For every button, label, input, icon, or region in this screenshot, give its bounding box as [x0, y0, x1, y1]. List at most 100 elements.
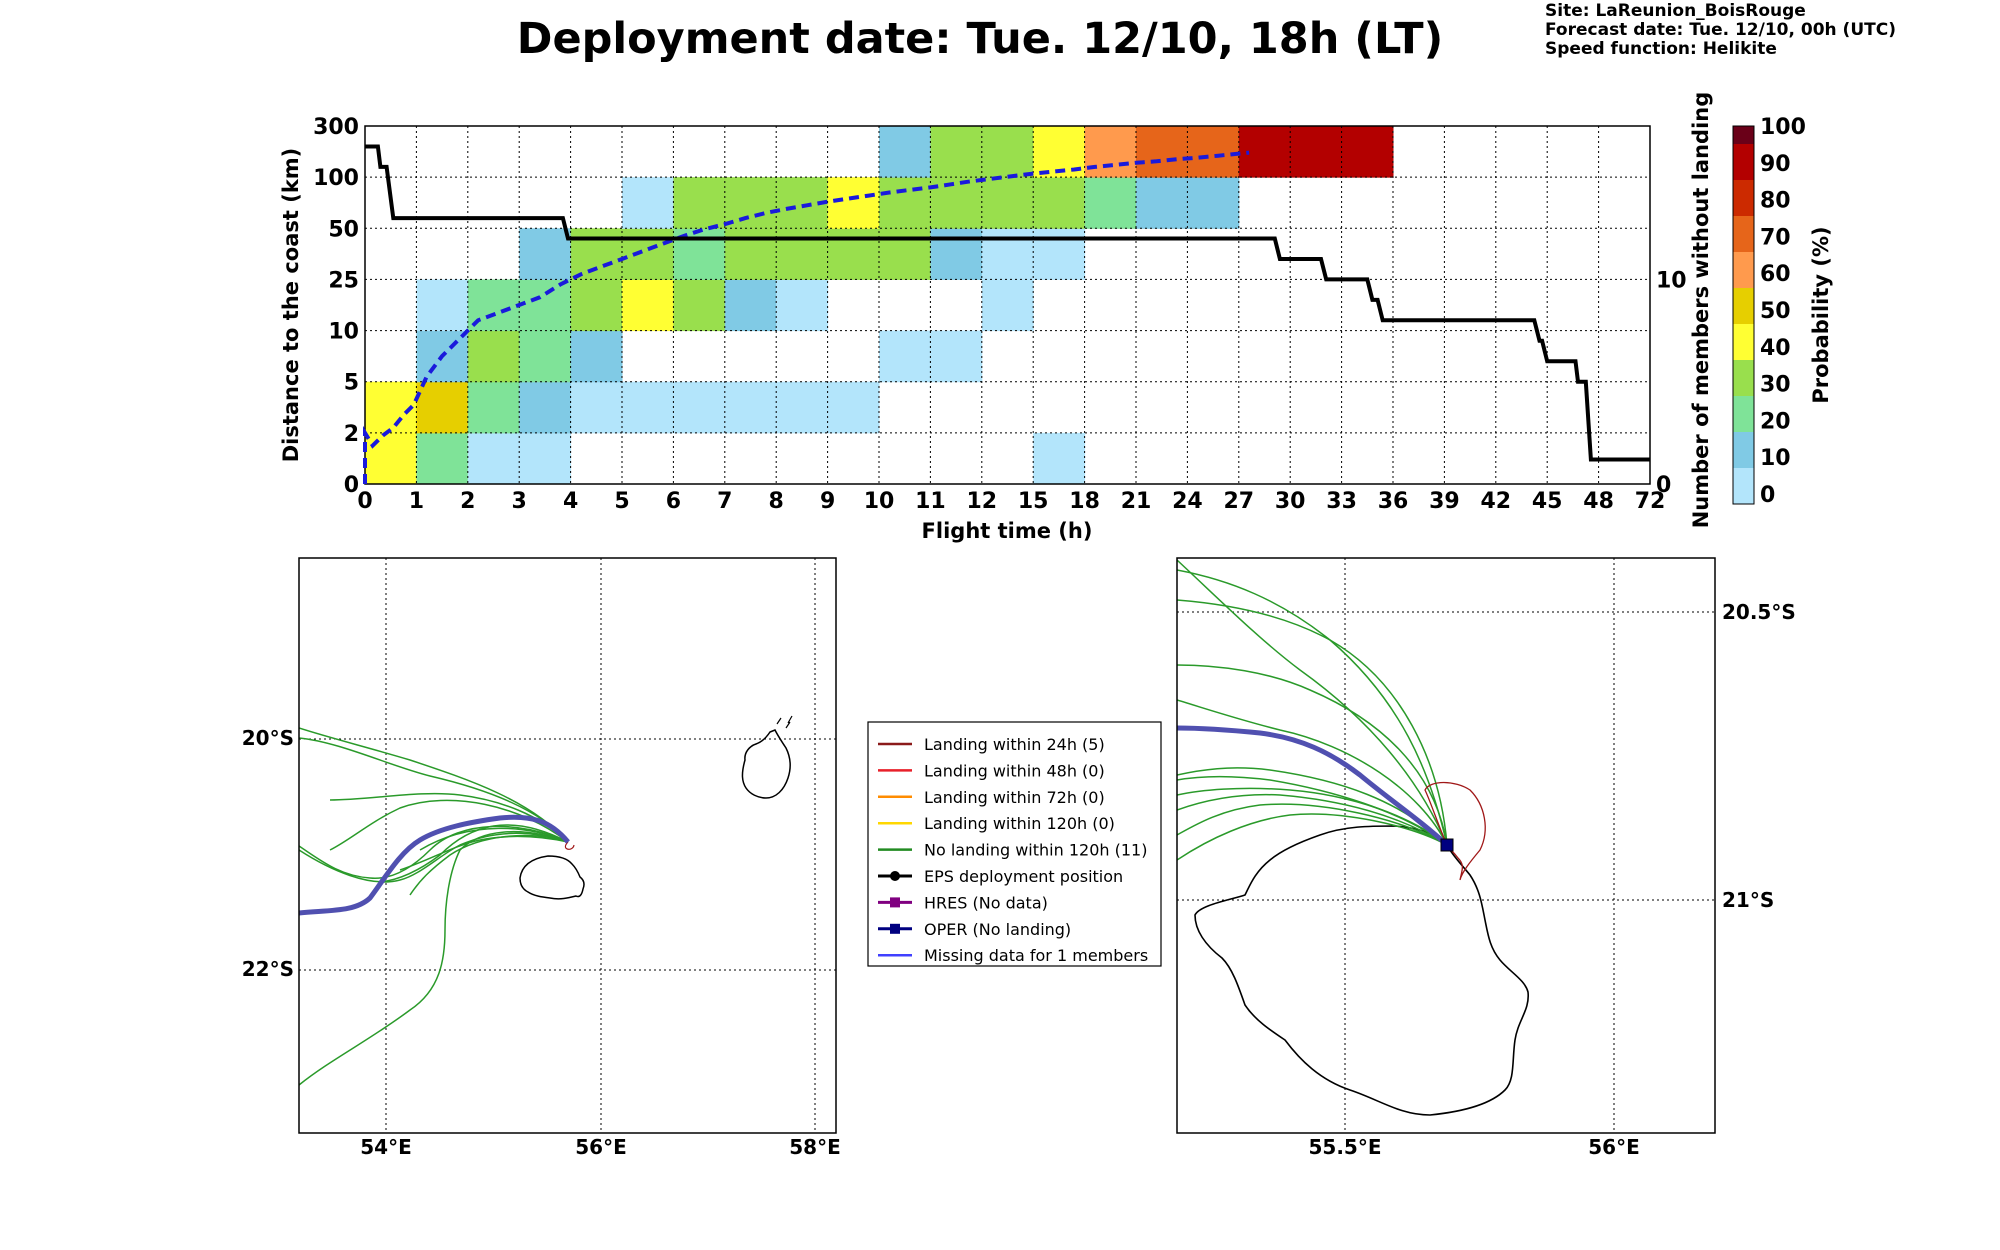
trajectory-8 — [299, 832, 569, 883]
colorbar-tick-label: 100 — [1760, 115, 1806, 140]
colorbar-segment — [1733, 360, 1754, 396]
heatmap-cell — [879, 126, 931, 178]
zoom-map-frame — [1176, 557, 1716, 1134]
x-tick-label: 33 — [1326, 489, 1357, 514]
median-distance-line — [363, 150, 1250, 484]
colorbar-tick-label: 10 — [1760, 446, 1791, 471]
colorbar-tick-label: 30 — [1760, 373, 1791, 398]
colorbar-tick-label: 40 — [1760, 336, 1791, 361]
chart-title: Deployment date: Tue. 12/10, 18h (LT) — [516, 14, 1444, 64]
legend-item: Landing within 48h (0) — [878, 761, 1105, 780]
heatmap-cell — [930, 177, 983, 229]
colorbar-tick-label: 70 — [1760, 225, 1791, 250]
mauritius-island-outline — [741, 729, 791, 799]
heatmap-cell — [622, 177, 674, 229]
heatmap-cell — [827, 228, 880, 280]
colorbar — [1733, 126, 1754, 504]
heatmap-cell — [1187, 177, 1240, 229]
heatmap-cell — [673, 177, 726, 229]
legend-item: HRES (No data) — [878, 893, 1048, 912]
y-tick-label: 50 — [328, 217, 359, 242]
heatmap-cell — [1033, 228, 1086, 280]
zoom-trajectory-9 — [1177, 813, 1448, 861]
trajectory-5 — [379, 824, 569, 883]
heatmap-cell — [827, 177, 880, 229]
legend-item: EPS deployment position — [878, 867, 1123, 886]
colorbar-segment — [1733, 288, 1754, 324]
x-tick-label: 24 — [1172, 489, 1203, 514]
regional-lat-tick-22: 22°S — [242, 957, 294, 981]
heatmap-cell — [467, 432, 520, 485]
heatmap-cell — [570, 330, 623, 383]
members-without-landing-line — [365, 144, 1650, 462]
regional-lon-tick-58: 58°E — [789, 1135, 841, 1159]
legend-items: Landing within 24h (5) Landing within 48h… — [878, 735, 1148, 965]
heatmap-cell — [1290, 126, 1343, 178]
x-tick-label: 1 — [409, 489, 424, 514]
x-tick-label: 21 — [1121, 489, 1152, 514]
x-tick-label: 15 — [1018, 489, 1049, 514]
heatmap-cell — [724, 177, 777, 229]
zoom-trajectory-10 — [1177, 803, 1448, 846]
x-tick-label: 9 — [820, 489, 835, 514]
legend-item: No landing within 120h (11) — [878, 841, 1147, 860]
colorbar-tick-labels: 0 10 20 30 40 50 60 70 80 90 100 — [1760, 115, 1806, 508]
x-tick-label: 4 — [563, 489, 578, 514]
heatmap-cell — [570, 279, 623, 332]
legend-item: Missing data for 1 members — [878, 946, 1148, 965]
heatmap-cell — [1033, 177, 1086, 229]
speed-function-label: Speed function: Helikite — [1545, 39, 1777, 59]
colorbar-segment — [1733, 396, 1754, 432]
legend-marker — [890, 923, 900, 934]
legend-label: EPS deployment position — [924, 867, 1123, 886]
x-tick-label: 3 — [512, 489, 527, 514]
colorbar-segment — [1733, 180, 1754, 216]
x-tick-label: 18 — [1069, 489, 1100, 514]
heatmap-cell — [673, 279, 726, 332]
zoom-trajectory-4 — [1177, 664, 1448, 846]
zoom-lon-tick-56: 56°E — [1588, 1135, 1640, 1159]
regional-lon-tick-56: 56°E — [575, 1135, 627, 1159]
heatmap-cell — [981, 228, 1034, 280]
heatmap-cell — [879, 330, 931, 383]
legend-label: HRES (No data) — [924, 893, 1048, 912]
zoom-trajectory-11 — [1177, 787, 1448, 846]
colorbar-tick-label: 50 — [1760, 299, 1791, 324]
legend-box — [867, 721, 1162, 967]
landing-trajectory-zoom — [1424, 781, 1486, 881]
reunion-island-zoom-outline — [1194, 825, 1529, 1116]
heatmap-cell — [622, 279, 674, 332]
heatmap-cells — [365, 126, 1394, 485]
heatmap-cell — [930, 228, 983, 280]
colorbar-segment — [1733, 126, 1754, 144]
regional-lat-tick-20: 20°S — [242, 726, 294, 750]
heatmap-cell — [930, 330, 983, 383]
legend-label: Landing within 72h (0) — [924, 788, 1105, 807]
zoom-map: 55.5°E 56°E 20.5°S 21°S — [1176, 557, 1796, 1159]
trajectory-1 — [299, 727, 569, 843]
heatmap-cell — [1136, 177, 1188, 229]
x-tick-label: 42 — [1480, 489, 1511, 514]
forecast-date-label: Forecast date: Tue. 12/10, 00h (UTC) — [1545, 20, 1896, 40]
heatmap-cell — [981, 126, 1034, 178]
zoom-trajectory-5 — [1177, 699, 1448, 846]
heatmap-cell — [467, 381, 520, 434]
y-tick-label: 100 — [313, 166, 359, 191]
y-tick-label: 300 — [313, 115, 359, 140]
trajectory-10 — [399, 835, 569, 871]
heatmap-cell — [365, 432, 417, 485]
y-tick-label: 5 — [344, 371, 359, 396]
legend-label: Missing data for 1 members — [924, 946, 1148, 965]
y2-tick-labels: 0 10 — [1656, 268, 1687, 498]
trajectory-7 — [409, 834, 569, 896]
oper-trajectory-zoom — [1177, 725, 1449, 847]
heatmap-cell — [519, 381, 572, 434]
y-tick-label: 0 — [344, 473, 359, 498]
heatmap-cell — [776, 279, 829, 332]
heatmap-cell — [416, 432, 469, 485]
zoom-trajectory-6 — [1177, 767, 1448, 846]
legend-marker — [890, 871, 900, 881]
heatmap-cell — [776, 381, 829, 434]
trajectory-6 — [299, 831, 569, 1086]
